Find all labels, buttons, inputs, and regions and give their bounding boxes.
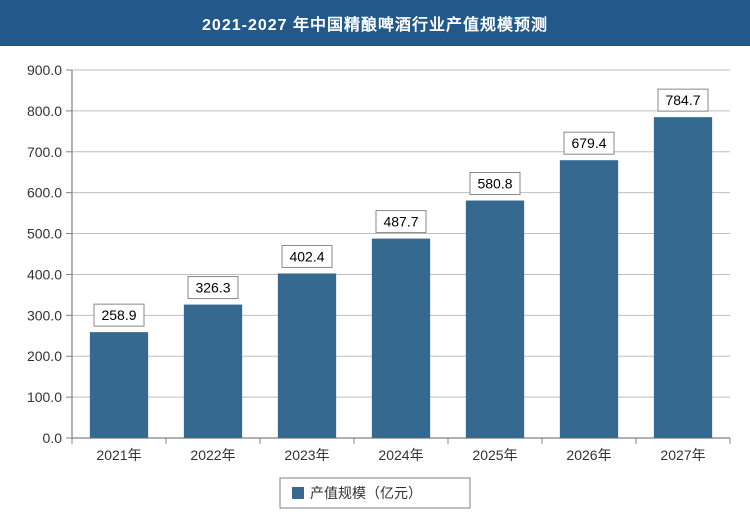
chart-title-bar: 2021-2027 年中国精酿啤酒行业产值规模预测 [0,0,750,46]
y-tick-label: 0.0 [43,430,63,446]
chart-svg: 0.0 100.0 200.0 300.0 400.0 500.0 600.0 700.0 80… [0,46,750,519]
data-label: 487.7 [383,214,418,230]
bar [184,305,242,438]
x-tick-label: 2022年 [190,447,235,463]
data-label: 258.9 [101,307,136,323]
x-tick-label: 2025年 [472,447,517,463]
x-tick-label: 2023年 [284,447,329,463]
bar [654,117,712,438]
data-label: 679.4 [571,135,606,151]
bar [560,160,618,438]
legend-marker [292,487,304,499]
chart-title: 2021-2027 年中国精酿啤酒行业产值规模预测 [202,11,548,35]
y-tick-label: 500.0 [27,226,62,242]
y-tick-label: 800.0 [27,103,62,119]
chart-container: 2021-2027 年中国精酿啤酒行业产值规模预测 0.0 100.0 200.0 3… [0,0,750,519]
data-label: 580.8 [477,176,512,192]
y-tick-label: 100.0 [27,389,62,405]
chart-area: 0.0 100.0 200.0 300.0 400.0 500.0 600.0 700.0 80… [0,46,750,519]
y-tick-label: 300.0 [27,307,62,323]
y-tick-label: 700.0 [27,144,62,160]
y-tick-label: 600.0 [27,185,62,201]
data-label: 326.3 [195,280,230,296]
bar [278,273,336,438]
y-tick-label: 400.0 [27,266,62,282]
x-tick-label: 2024年 [378,447,423,463]
bar [90,332,148,438]
x-tick-label: 2026年 [566,447,611,463]
bar [372,239,430,438]
x-tick-label: 2021年 [96,447,141,463]
x-tick-label: 2027年 [660,447,705,463]
data-label: 784.7 [665,92,700,108]
y-tick-label: 900.0 [27,62,62,78]
data-label: 402.4 [289,248,324,264]
y-tick-label: 200.0 [27,348,62,364]
bar [466,201,524,438]
legend-label: 产值规模（亿元） [310,485,422,501]
